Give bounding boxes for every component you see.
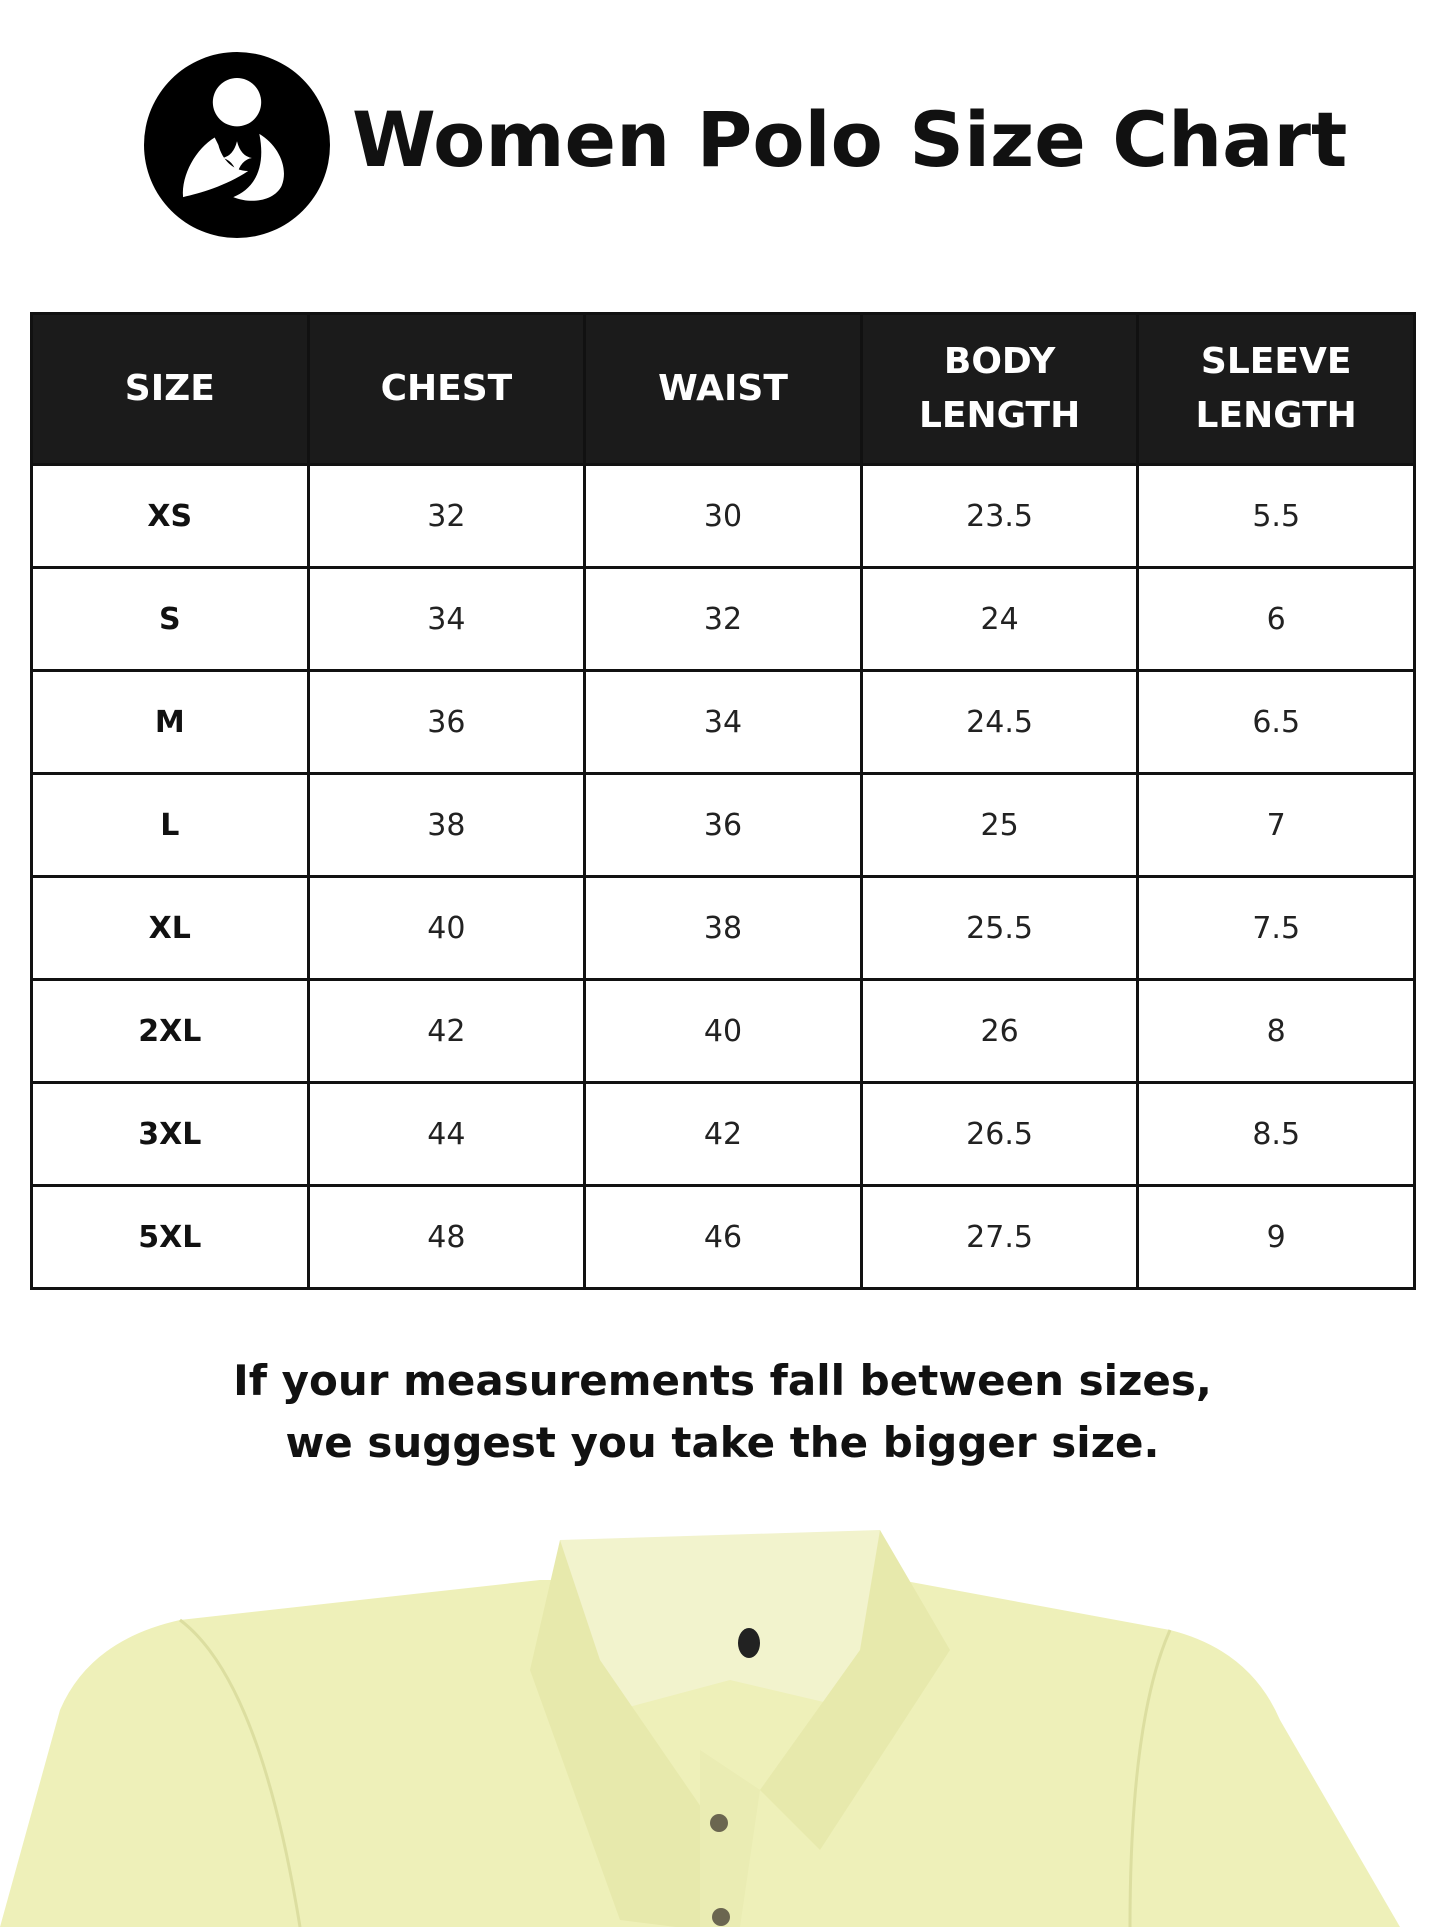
cell-waist: 46 bbox=[583, 1184, 863, 1290]
cell-sleeve-length: 8.5 bbox=[1136, 1081, 1416, 1187]
table-row: S 34 32 24 6 bbox=[30, 566, 1416, 672]
cell-chest: 36 bbox=[306, 669, 587, 775]
cell-sleeve-length: 5.5 bbox=[1136, 463, 1416, 569]
table-row: XS 32 30 23.5 5.5 bbox=[30, 463, 1416, 569]
cell-size: M bbox=[30, 669, 310, 775]
cell-waist: 40 bbox=[583, 978, 863, 1084]
cell-chest: 32 bbox=[306, 463, 587, 569]
cell-chest: 34 bbox=[306, 566, 587, 672]
cell-waist: 32 bbox=[583, 566, 863, 672]
cell-body-length: 26.5 bbox=[859, 1081, 1140, 1187]
cell-sleeve-length: 6 bbox=[1136, 566, 1416, 672]
cell-body-length: 25 bbox=[859, 772, 1140, 878]
cell-sleeve-length: 7.5 bbox=[1136, 875, 1416, 981]
table-row: 3XL 44 42 26.5 8.5 bbox=[30, 1081, 1416, 1187]
table-row: XL 40 38 25.5 7.5 bbox=[30, 875, 1416, 981]
polo-shirt-image bbox=[0, 1530, 1400, 1927]
tag-logo-icon bbox=[738, 1628, 760, 1658]
table-row: L 38 36 25 7 bbox=[30, 772, 1416, 878]
cell-size: XS bbox=[30, 463, 310, 569]
cell-waist: 36 bbox=[583, 772, 863, 878]
cell-body-length: 23.5 bbox=[859, 463, 1140, 569]
cell-size: XL bbox=[30, 875, 310, 981]
cell-chest: 40 bbox=[306, 875, 587, 981]
column-header-sleeve-length: SLEEVE LENGTH bbox=[1136, 312, 1416, 466]
cell-size: 3XL bbox=[30, 1081, 310, 1187]
header: Women Polo Size Chart bbox=[0, 0, 1445, 300]
column-header-body-length: BODY LENGTH bbox=[859, 312, 1140, 466]
note-line-2: we suggest you take the bigger size. bbox=[285, 1418, 1160, 1467]
cell-size: L bbox=[30, 772, 310, 878]
cell-sleeve-length: 8 bbox=[1136, 978, 1416, 1084]
cell-chest: 48 bbox=[306, 1184, 587, 1290]
cell-sleeve-length: 6.5 bbox=[1136, 669, 1416, 775]
cell-size: 2XL bbox=[30, 978, 310, 1084]
sleeve-length-label: SLEEVE LENGTH bbox=[1195, 341, 1357, 436]
cell-chest: 44 bbox=[306, 1081, 587, 1187]
cell-size: S bbox=[30, 566, 310, 672]
size-chart-table: SIZE CHEST WAIST BODY LENGTH SLEEVE LENG… bbox=[30, 312, 1416, 1290]
table-row: 2XL 42 40 26 8 bbox=[30, 978, 1416, 1084]
cell-body-length: 24.5 bbox=[859, 669, 1140, 775]
cell-sleeve-length: 9 bbox=[1136, 1184, 1416, 1290]
cell-body-length: 27.5 bbox=[859, 1184, 1140, 1290]
cell-body-length: 25.5 bbox=[859, 875, 1140, 981]
table-row: M 36 34 24.5 6.5 bbox=[30, 669, 1416, 775]
page-title: Women Polo Size Chart bbox=[352, 95, 1348, 184]
table-header-row: SIZE CHEST WAIST BODY LENGTH SLEEVE LENG… bbox=[30, 312, 1416, 466]
cell-size: 5XL bbox=[30, 1184, 310, 1290]
cell-waist: 34 bbox=[583, 669, 863, 775]
sizing-note: If your measurements fall between sizes,… bbox=[0, 1350, 1445, 1474]
cell-body-length: 26 bbox=[859, 978, 1140, 1084]
cell-waist: 30 bbox=[583, 463, 863, 569]
note-line-1: If your measurements fall between sizes, bbox=[233, 1356, 1212, 1405]
cell-sleeve-length: 7 bbox=[1136, 772, 1416, 878]
table-row: 5XL 48 46 27.5 9 bbox=[30, 1184, 1416, 1290]
cell-chest: 38 bbox=[306, 772, 587, 878]
brand-logo-icon bbox=[144, 52, 330, 238]
body-length-label: BODY LENGTH bbox=[918, 341, 1081, 436]
cell-chest: 42 bbox=[306, 978, 587, 1084]
cell-body-length: 24 bbox=[859, 566, 1140, 672]
cell-waist: 38 bbox=[583, 875, 863, 981]
column-header-size: SIZE bbox=[30, 312, 310, 466]
cell-waist: 42 bbox=[583, 1081, 863, 1187]
column-header-waist: WAIST bbox=[583, 312, 863, 466]
column-header-chest: CHEST bbox=[306, 312, 587, 466]
